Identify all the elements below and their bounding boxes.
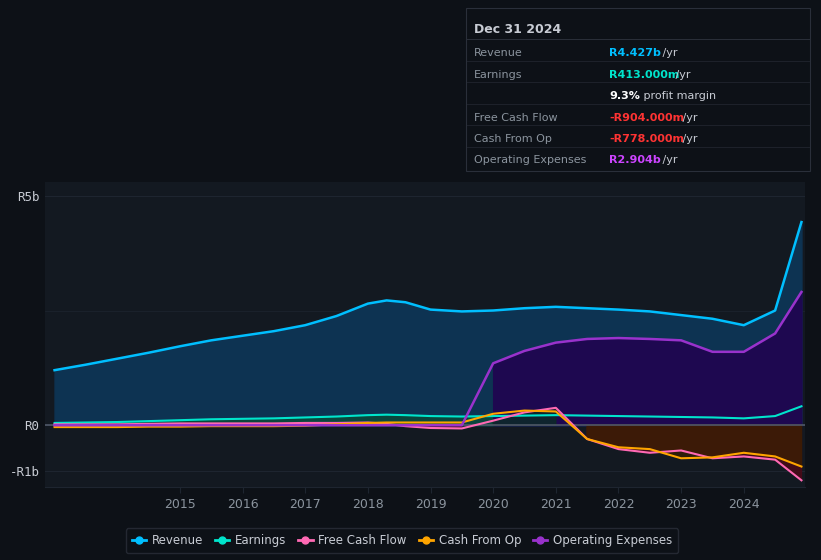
- Text: Operating Expenses: Operating Expenses: [474, 156, 586, 166]
- Text: R2.904b: R2.904b: [609, 156, 661, 166]
- Text: Cash From Op: Cash From Op: [474, 134, 552, 144]
- Text: profit margin: profit margin: [640, 91, 716, 101]
- Text: R4.427b: R4.427b: [609, 48, 661, 58]
- Text: Dec 31 2024: Dec 31 2024: [474, 23, 561, 36]
- Text: /yr: /yr: [659, 48, 678, 58]
- Text: 9.3%: 9.3%: [609, 91, 640, 101]
- Text: -R778.000m: -R778.000m: [609, 134, 684, 144]
- Text: R413.000m: R413.000m: [609, 69, 680, 80]
- Text: Earnings: Earnings: [474, 69, 522, 80]
- Text: Revenue: Revenue: [474, 48, 522, 58]
- Text: /yr: /yr: [672, 69, 691, 80]
- Legend: Revenue, Earnings, Free Cash Flow, Cash From Op, Operating Expenses: Revenue, Earnings, Free Cash Flow, Cash …: [126, 528, 678, 553]
- Text: -R904.000m: -R904.000m: [609, 113, 685, 123]
- Text: /yr: /yr: [679, 113, 698, 123]
- Text: /yr: /yr: [659, 156, 678, 166]
- Text: /yr: /yr: [679, 134, 698, 144]
- Text: Free Cash Flow: Free Cash Flow: [474, 113, 557, 123]
